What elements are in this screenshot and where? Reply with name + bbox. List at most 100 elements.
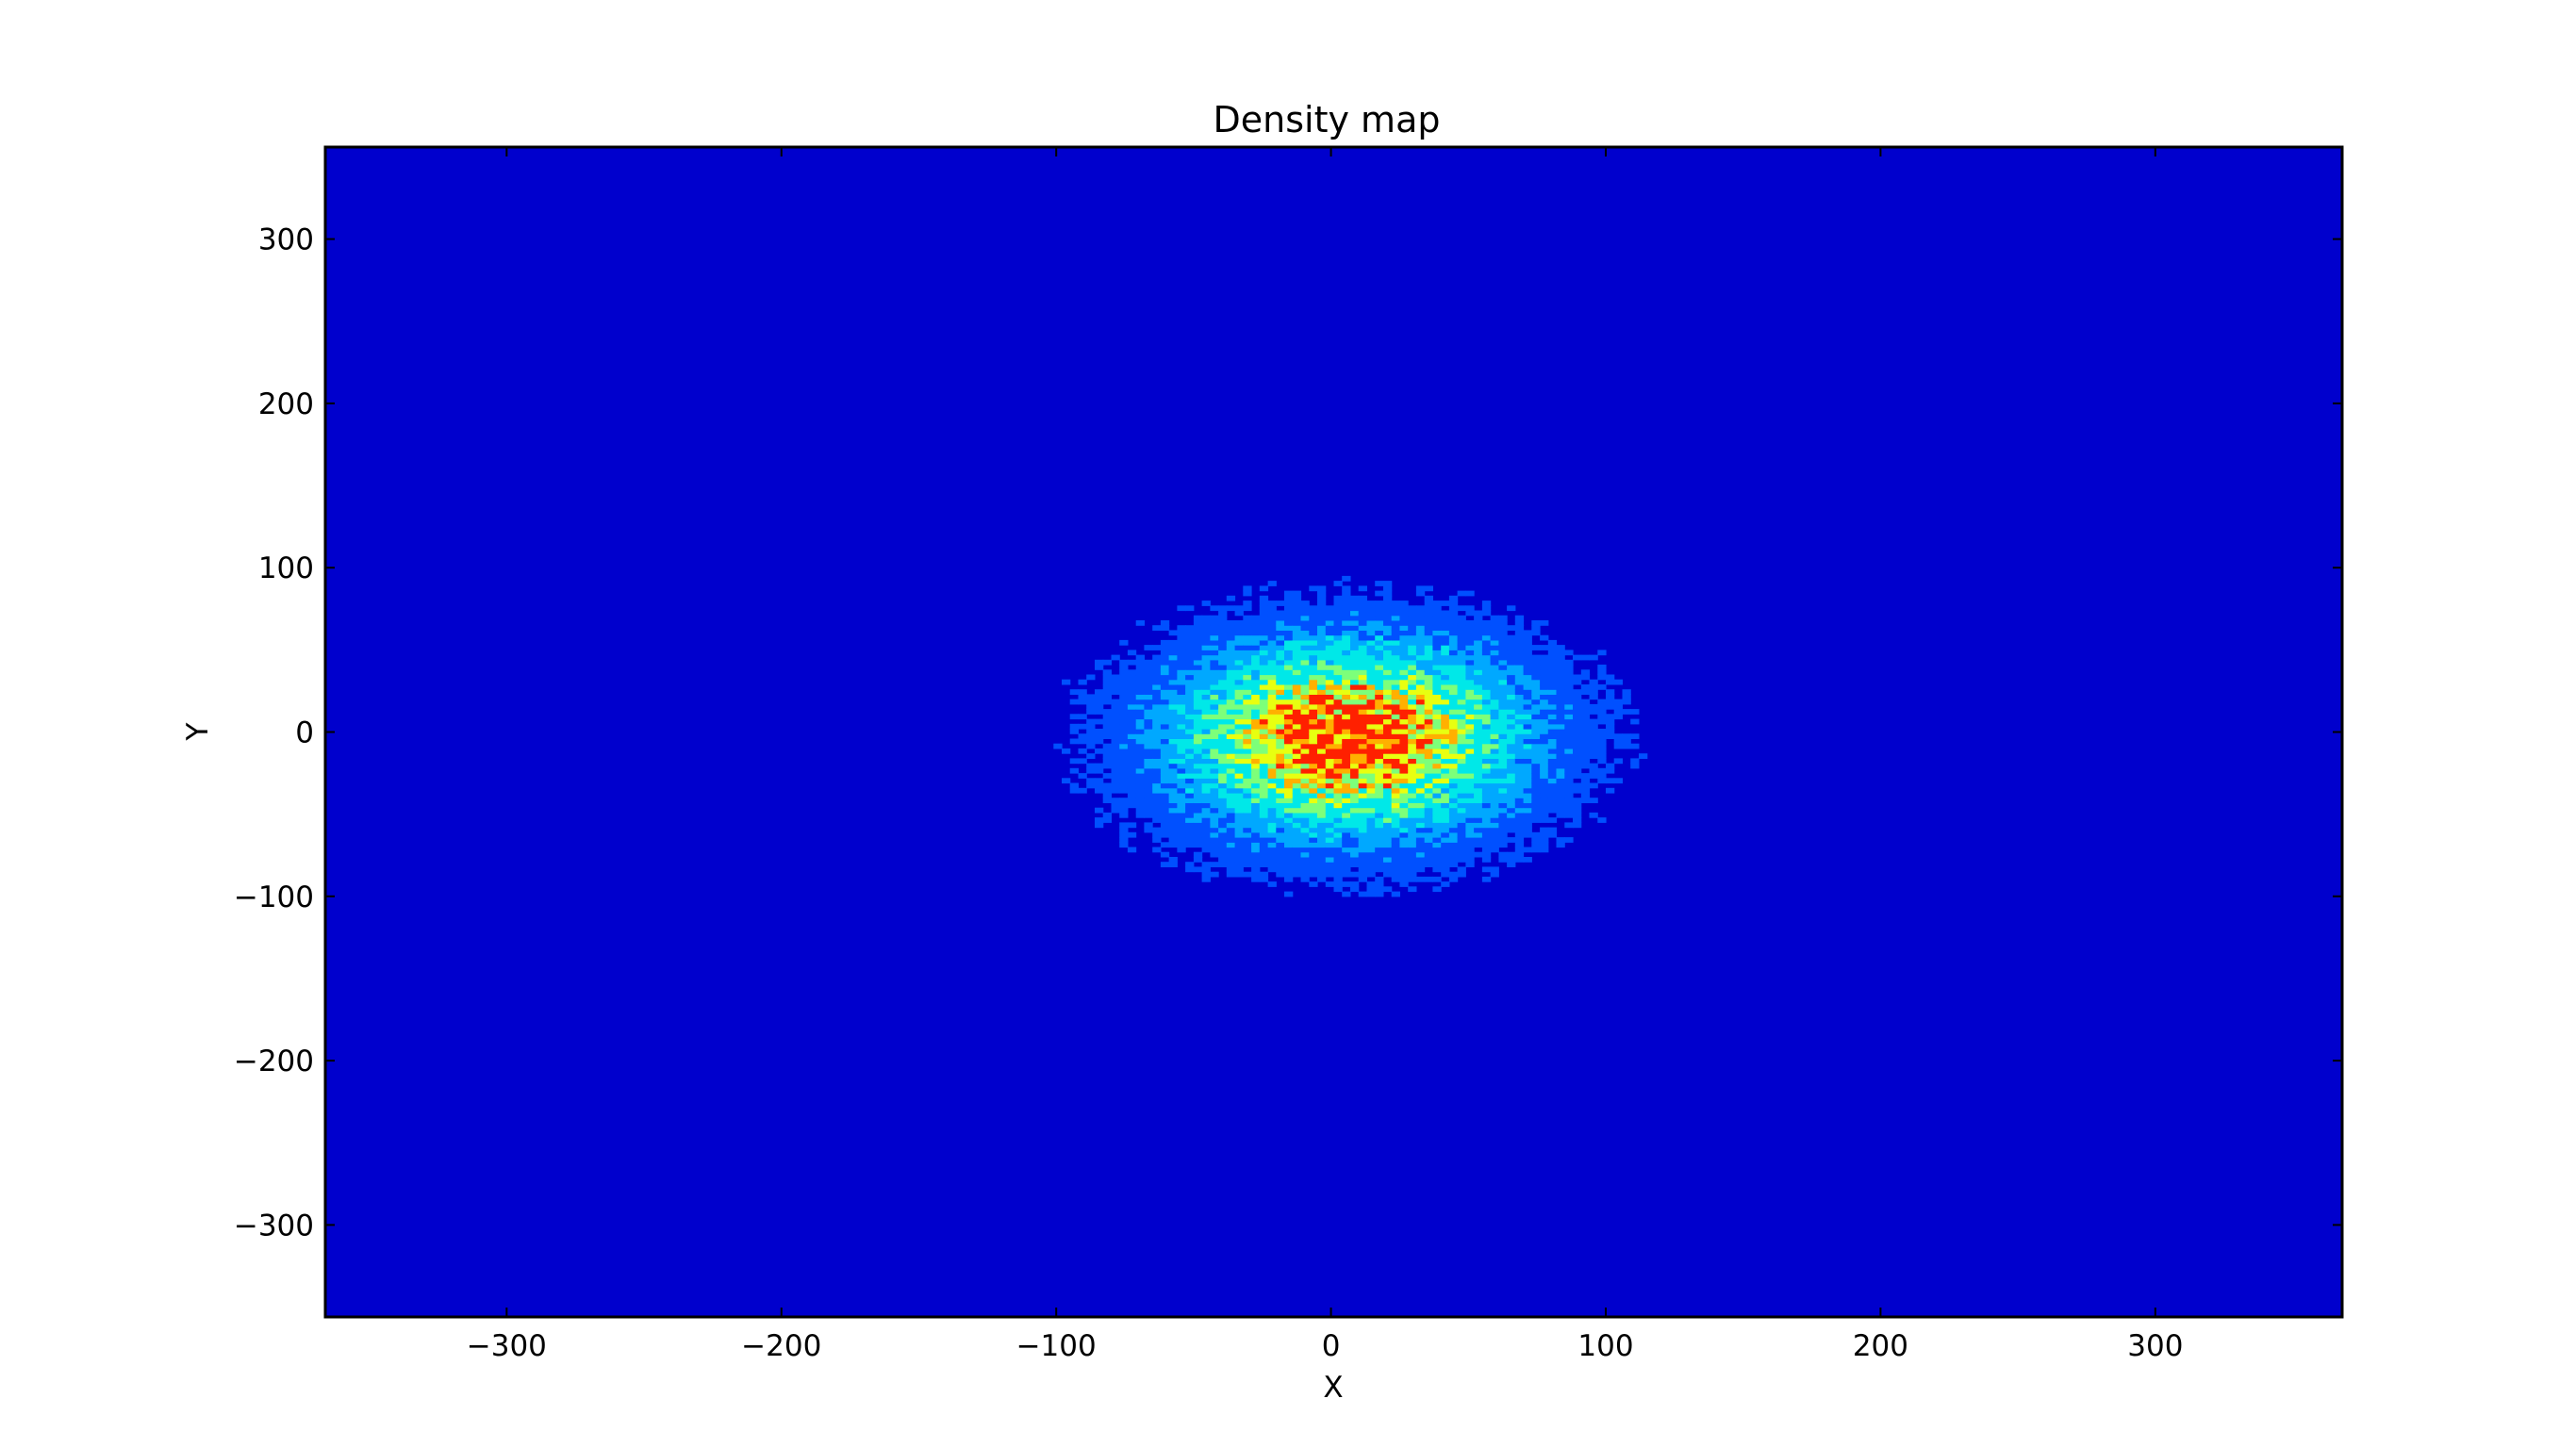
density-cell bbox=[1465, 630, 1475, 636]
density-cell bbox=[1424, 729, 1433, 734]
density-cell bbox=[1424, 831, 1433, 838]
density-cell bbox=[1292, 753, 1302, 759]
density-cell bbox=[1366, 625, 1376, 631]
density-cell bbox=[1606, 778, 1615, 784]
density-cell bbox=[1333, 837, 1343, 843]
density-cell bbox=[1259, 595, 1269, 601]
density-cell bbox=[1465, 773, 1475, 779]
y-tick-label: 300 bbox=[258, 223, 314, 257]
density-cell bbox=[1234, 812, 1244, 818]
density-cell bbox=[1276, 743, 1285, 749]
density-cell bbox=[1448, 871, 1459, 878]
density-cell bbox=[1160, 639, 1170, 646]
density-cell bbox=[1408, 645, 1417, 650]
density-cell bbox=[1267, 857, 1277, 863]
density-cell bbox=[1597, 778, 1607, 784]
density-cell bbox=[1234, 767, 1244, 774]
density-cell bbox=[1391, 650, 1400, 656]
density-cell bbox=[1358, 699, 1367, 705]
density-cell bbox=[1309, 871, 1318, 878]
density-cell bbox=[1432, 630, 1442, 636]
density-cell bbox=[1507, 812, 1516, 818]
density-cell bbox=[1540, 798, 1549, 803]
density-cell bbox=[1415, 778, 1426, 784]
density-cell bbox=[1160, 778, 1170, 784]
density-cell bbox=[1317, 689, 1327, 695]
density-cell bbox=[1201, 709, 1211, 715]
density-cell bbox=[1415, 703, 1426, 710]
density-cell bbox=[1490, 817, 1499, 823]
density-cell bbox=[1259, 847, 1269, 853]
density-cell bbox=[1218, 837, 1228, 843]
density-cell bbox=[1391, 729, 1400, 734]
density-cell bbox=[1243, 590, 1252, 597]
density-cell bbox=[1267, 718, 1277, 725]
density-cell bbox=[1243, 847, 1252, 853]
density-cell bbox=[1325, 738, 1335, 745]
density-cell bbox=[1523, 703, 1532, 710]
density-cell bbox=[1284, 798, 1294, 803]
density-cell bbox=[1432, 709, 1442, 715]
density-cell bbox=[1375, 758, 1384, 765]
density-cell bbox=[1127, 767, 1137, 774]
density-cell bbox=[1358, 605, 1367, 612]
density-cell bbox=[1523, 665, 1532, 670]
density-cell bbox=[1432, 743, 1442, 749]
density-cell bbox=[1358, 767, 1367, 774]
density-cell bbox=[1127, 703, 1137, 710]
density-cell bbox=[1102, 714, 1112, 720]
density-cell bbox=[1514, 684, 1525, 690]
density-cell bbox=[1481, 782, 1492, 789]
density-cell bbox=[1276, 778, 1285, 784]
density-cell bbox=[1432, 758, 1442, 765]
density-cell bbox=[1358, 743, 1367, 749]
density-cell bbox=[1547, 763, 1558, 769]
density-cell bbox=[1177, 684, 1186, 690]
density-cell bbox=[1243, 822, 1252, 829]
density-cell bbox=[1309, 812, 1318, 818]
density-cell bbox=[1523, 773, 1532, 779]
density-cell bbox=[1111, 723, 1120, 730]
density-cell bbox=[1498, 802, 1508, 809]
density-cell bbox=[1267, 793, 1277, 798]
density-cell bbox=[1251, 714, 1261, 720]
density-cell bbox=[1358, 807, 1367, 814]
density-cell bbox=[1408, 723, 1417, 730]
density-cell bbox=[1531, 630, 1541, 636]
density-cell bbox=[1251, 625, 1261, 631]
density-cell bbox=[1540, 659, 1549, 666]
density-cell bbox=[1325, 773, 1335, 779]
density-cell bbox=[1613, 733, 1623, 739]
density-cell bbox=[1432, 778, 1442, 784]
density-cell bbox=[1490, 793, 1499, 798]
density-cell bbox=[1474, 659, 1483, 666]
density-cell bbox=[1086, 694, 1096, 700]
density-cell bbox=[1481, 674, 1492, 681]
density-cell bbox=[1292, 748, 1302, 754]
density-cell bbox=[1399, 857, 1409, 863]
density-cell bbox=[1193, 654, 1203, 661]
density-cell bbox=[1490, 831, 1499, 838]
density-cell bbox=[1226, 659, 1236, 666]
density-cell bbox=[1292, 827, 1302, 833]
density-cell bbox=[1523, 767, 1532, 774]
density-cell bbox=[1185, 674, 1195, 681]
density-cell bbox=[1375, 723, 1384, 730]
density-cell bbox=[1259, 793, 1269, 798]
density-cell bbox=[1465, 650, 1475, 656]
density-cell bbox=[1383, 650, 1393, 656]
density-cell bbox=[1383, 581, 1393, 586]
density-cell bbox=[1507, 857, 1516, 863]
density-cell bbox=[1201, 669, 1211, 676]
density-cell bbox=[1210, 812, 1219, 818]
density-cell bbox=[1177, 842, 1186, 848]
density-cell bbox=[1325, 837, 1335, 843]
density-cell bbox=[1358, 689, 1367, 695]
density-cell bbox=[1350, 630, 1360, 636]
density-cell bbox=[1284, 748, 1294, 754]
density-cell bbox=[1448, 837, 1459, 843]
density-cell bbox=[1267, 694, 1277, 700]
density-cell bbox=[1317, 847, 1327, 853]
density-cell bbox=[1325, 847, 1335, 853]
density-cell bbox=[1300, 798, 1310, 803]
